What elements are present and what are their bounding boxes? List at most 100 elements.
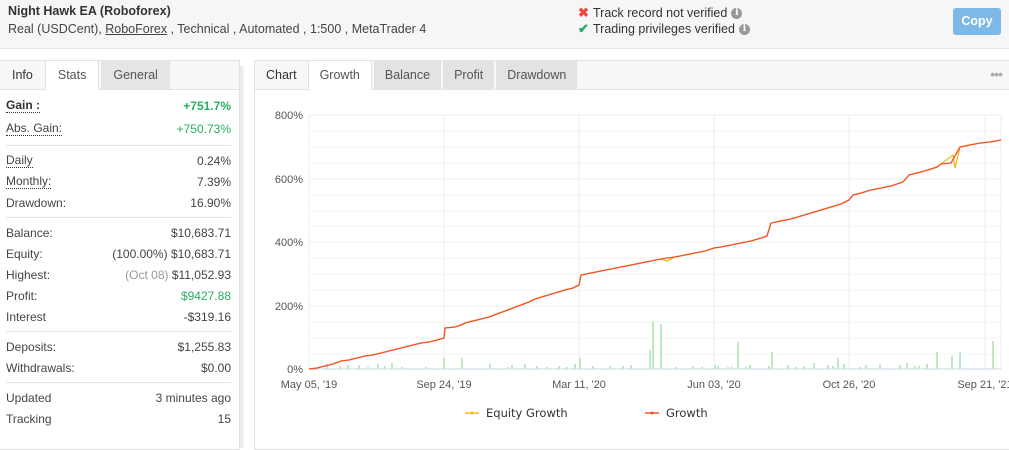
chart-legend: Equity Growth Growth [465,406,708,420]
system-header: Night Hawk EA (Roboforex) Real (USDCent)… [0,0,1009,49]
stats-tabs: Info Stats General [0,61,239,90]
growth-line [308,139,1002,370]
tab-info[interactable]: Info [12,68,33,82]
growth-chart[interactable]: 800% 600% 400% 200% 0% May 05, '19 Sep 2… [255,90,1009,448]
monthly-label[interactable]: Monthly: [6,173,52,189]
info-icon[interactable]: i [731,7,743,19]
checkmark-icon: ✔ [578,21,589,36]
updated-value: 3 minutes ago [155,390,231,405]
equity-value: $10,683.71 [170,246,231,261]
svg-text:600%: 600% [275,174,303,186]
copy-button[interactable]: Copy [953,8,1001,35]
stat-tracking: Tracking 15 [6,408,231,429]
stat-daily: Daily 0.24% [6,150,231,171]
grid-lines [308,114,1002,369]
svg-text:Sep 24, '19: Sep 24, '19 [416,379,471,391]
cross-icon: ✖ [578,5,589,20]
interest-value: -$319.16 [183,309,231,324]
svg-text:400%: 400% [275,237,303,249]
gain-label[interactable]: Gain : [6,97,41,113]
profit-value: $9427.88 [180,288,231,303]
monthly-value: 7.39% [196,174,231,189]
svg-text:Mar 11, '20: Mar 11, '20 [552,379,606,391]
stat-abs-gain: Abs. Gain: +750.73% [6,116,231,141]
system-subtitle: Real (USDCent), RoboForex , Technical , … [8,22,426,36]
withdrawals-value: $0.00 [200,360,231,375]
chart-tabs: Chart Growth Balance Profit Drawdown ••• [255,61,1009,90]
stat-deposits: Deposits: $1,255.83 [6,336,231,357]
system-attributes: , Technical , Automated , 1:500 , MetaTr… [167,22,427,36]
tab-chart[interactable]: Chart [266,68,297,82]
svg-text:Sep 21, '21: Sep 21, '21 [957,379,1009,391]
equity-label: Equity: [6,246,43,261]
stats-panel: Info Stats General Gain : +751.7% Abs. G… [0,60,240,450]
updated-label: Updated [6,390,52,405]
stat-balance: Balance: $10,683.71 [6,222,231,243]
balance-label: Balance: [6,225,53,240]
panel-scrollbar[interactable] [240,66,244,448]
abs-gain-value: +750.73% [176,121,231,136]
account-type: Real (USDCent), [8,22,106,36]
track-record-text: Track record not verified [593,6,728,20]
svg-text:800%: 800% [275,110,303,122]
chart-panel: Chart Growth Balance Profit Drawdown ••• [254,60,1009,450]
stat-equity: Equity: (100.00%) $10,683.71 [6,243,231,264]
divider [6,217,231,218]
tab-general[interactable]: General [101,61,170,89]
svg-text:0%: 0% [287,364,303,376]
tab-drawdown[interactable]: Drawdown [496,61,578,89]
withdrawals-label: Withdrawals: [6,360,75,375]
legend-equity-growth[interactable]: Equity Growth [465,406,568,420]
daily-value: 0.24% [196,153,231,168]
svg-text:May 05, '19: May 05, '19 [281,379,338,391]
volume-bars [326,321,994,369]
more-options-icon[interactable]: ••• [990,66,1003,82]
broker-link[interactable]: RoboForex [105,22,168,36]
svg-text:Oct 26, '20: Oct 26, '20 [823,379,876,391]
tracking-label: Tracking [6,411,52,426]
trading-privileges-status: ✔ Trading privileges verified i [578,21,750,37]
deposits-label: Deposits: [6,339,57,354]
tab-balance[interactable]: Balance [373,61,442,89]
highest-date: (Oct 08) [125,267,169,282]
drawdown-label: Drawdown: [6,195,67,210]
balance-value: $10,683.71 [170,225,231,240]
tab-growth[interactable]: Growth [307,61,372,90]
highest-label: Highest: [6,267,51,282]
legend-growth[interactable]: Growth [645,406,708,420]
stat-updated: Updated 3 minutes ago [6,387,231,408]
divider [6,382,231,383]
stat-withdrawals: Withdrawals: $0.00 [6,357,231,378]
tab-stats[interactable]: Stats [44,61,100,90]
stat-drawdown: Drawdown: 16.90% [6,192,231,213]
tracking-value: 15 [217,411,231,426]
abs-gain-label[interactable]: Abs. Gain: [6,120,63,136]
gain-value: +751.7% [183,98,231,113]
track-record-status: ✖ Track record not verified i [578,5,743,21]
deposits-value: $1,255.83 [177,339,231,354]
svg-text:Jun 03, '20: Jun 03, '20 [687,379,740,391]
x-axis-labels: May 05, '19 Sep 24, '19 Mar 11, '20 Jun … [281,379,1009,391]
stat-highest: Highest: (Oct 08) $11,052.93 [6,264,231,285]
stat-interest: Interest -$319.16 [6,306,231,327]
stat-profit: Profit: $9427.88 [6,285,231,306]
interest-label: Interest [6,309,47,324]
stat-gain: Gain : +751.7% [6,95,231,116]
info-icon[interactable]: i [738,23,750,35]
equity-percent: (100.00%) [112,246,168,261]
tab-profit[interactable]: Profit [443,61,495,89]
svg-text:Equity Growth: Equity Growth [486,406,568,420]
divider [6,331,231,332]
system-title: Night Hawk EA (Roboforex) [8,4,171,18]
highest-value: $11,052.93 [171,267,231,282]
trading-privileges-text: Trading privileges verified [593,22,735,36]
svg-text:200%: 200% [275,301,303,313]
divider [6,145,231,146]
equity-growth-line [308,139,1002,370]
drawdown-value: 16.90% [190,195,231,210]
svg-text:Growth: Growth [666,406,708,420]
stat-monthly: Monthly: 7.39% [6,171,231,192]
daily-label[interactable]: Daily [6,152,33,168]
y-axis-labels: 800% 600% 400% 200% 0% [275,110,303,376]
profit-label: Profit: [6,288,38,303]
